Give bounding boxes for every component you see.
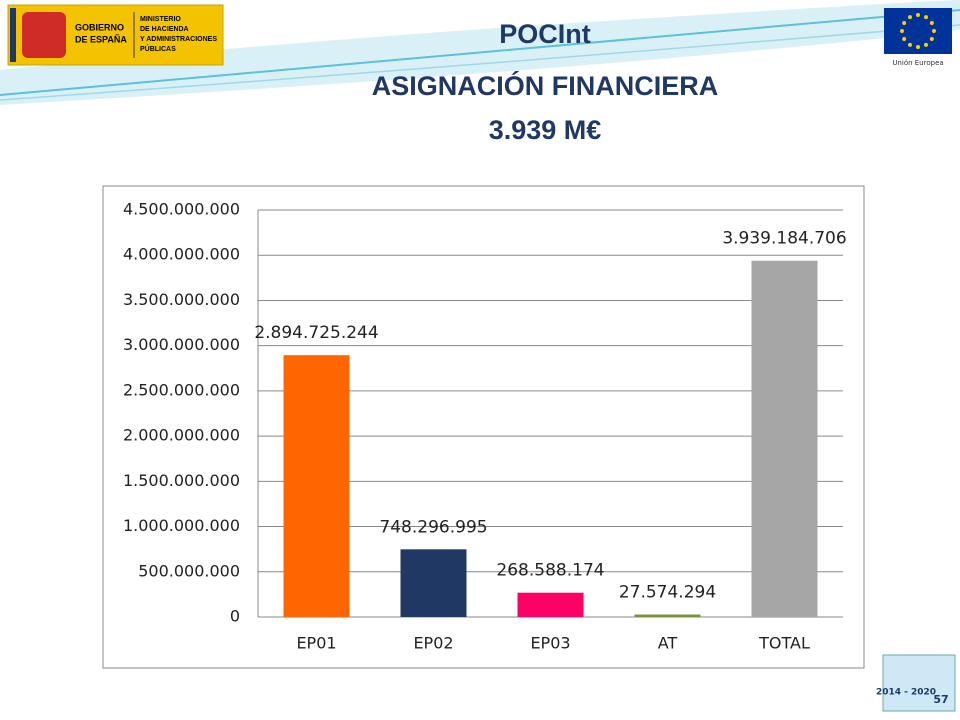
value-label: 2.894.725.244 bbox=[254, 323, 378, 343]
eu-stars bbox=[900, 13, 936, 49]
y-tick-label: 500.000.000 bbox=[138, 561, 240, 580]
y-tick-label: 1.500.000.000 bbox=[123, 471, 240, 490]
slide-subtitle: ASIGNACIÓN FINANCIERA bbox=[372, 70, 719, 101]
eu-star bbox=[924, 42, 928, 47]
gov-logo-band bbox=[10, 8, 16, 62]
eu-star bbox=[908, 15, 912, 20]
bar bbox=[400, 549, 467, 617]
y-tick-label: 2.000.000.000 bbox=[123, 426, 240, 445]
eu-star bbox=[924, 15, 928, 20]
eu-star bbox=[929, 37, 934, 41]
x-tick-label: AT bbox=[658, 634, 678, 653]
value-label: 27.574.294 bbox=[619, 583, 716, 603]
y-tick-label: 4.500.000.000 bbox=[123, 200, 240, 219]
plot: 0 500.000.000 1.000.000.000 1.500.000.000 2.… bbox=[123, 200, 847, 653]
gov-text: DE ESPAÑA bbox=[75, 34, 127, 44]
eu-star bbox=[929, 21, 934, 25]
y-tick-label: 1.000.000.000 bbox=[123, 516, 240, 535]
ministry-text: PÚBLICAS bbox=[140, 44, 176, 53]
swoosh-line bbox=[0, 9, 960, 96]
eu-star bbox=[916, 13, 920, 17]
value-label: 268.588.174 bbox=[496, 561, 604, 581]
x-tick-label: EP02 bbox=[413, 634, 453, 653]
eu-star bbox=[932, 29, 936, 33]
bar bbox=[517, 592, 584, 617]
gov-text: GOBIERNO bbox=[75, 22, 124, 32]
y-tick-label: 4.000.000.000 bbox=[123, 245, 240, 264]
x-tick-label: TOTAL bbox=[758, 634, 810, 653]
period-text: 2014 - 2020 bbox=[876, 688, 936, 698]
ministry-text: DE HACIENDA bbox=[140, 26, 189, 33]
ministry-text: MINISTERIO bbox=[140, 16, 181, 23]
y-tick-label: 3.000.000.000 bbox=[123, 335, 240, 354]
value-label: 3.939.184.706 bbox=[722, 229, 846, 249]
eu-star bbox=[902, 21, 907, 25]
y-tick-label: 0 bbox=[230, 607, 240, 626]
slide-amount: 3.939 M€ bbox=[489, 115, 602, 145]
ministry-text: Y ADMINISTRACIONES bbox=[140, 36, 217, 43]
eu-star bbox=[916, 45, 920, 49]
gov-emblem bbox=[22, 12, 66, 58]
slide-title: POCInt bbox=[499, 19, 591, 49]
value-label: 748.296.995 bbox=[379, 517, 487, 537]
chart-frame bbox=[102, 185, 865, 669]
eu-star bbox=[900, 29, 904, 33]
bar bbox=[751, 260, 818, 617]
y-tick-label: 3.500.000.000 bbox=[123, 290, 240, 309]
bar bbox=[283, 355, 350, 617]
eu-star bbox=[902, 37, 907, 41]
eu-star bbox=[908, 42, 912, 47]
x-tick-label: EP03 bbox=[530, 634, 570, 653]
page-number: 57 bbox=[933, 693, 948, 706]
bar bbox=[634, 614, 701, 617]
swoosh-line bbox=[0, 24, 960, 101]
y-tick-label: 2.500.000.000 bbox=[123, 380, 240, 399]
x-tick-label: EP01 bbox=[296, 634, 336, 653]
period-logo bbox=[882, 654, 956, 712]
eu-text: Unión Europea bbox=[892, 59, 943, 67]
